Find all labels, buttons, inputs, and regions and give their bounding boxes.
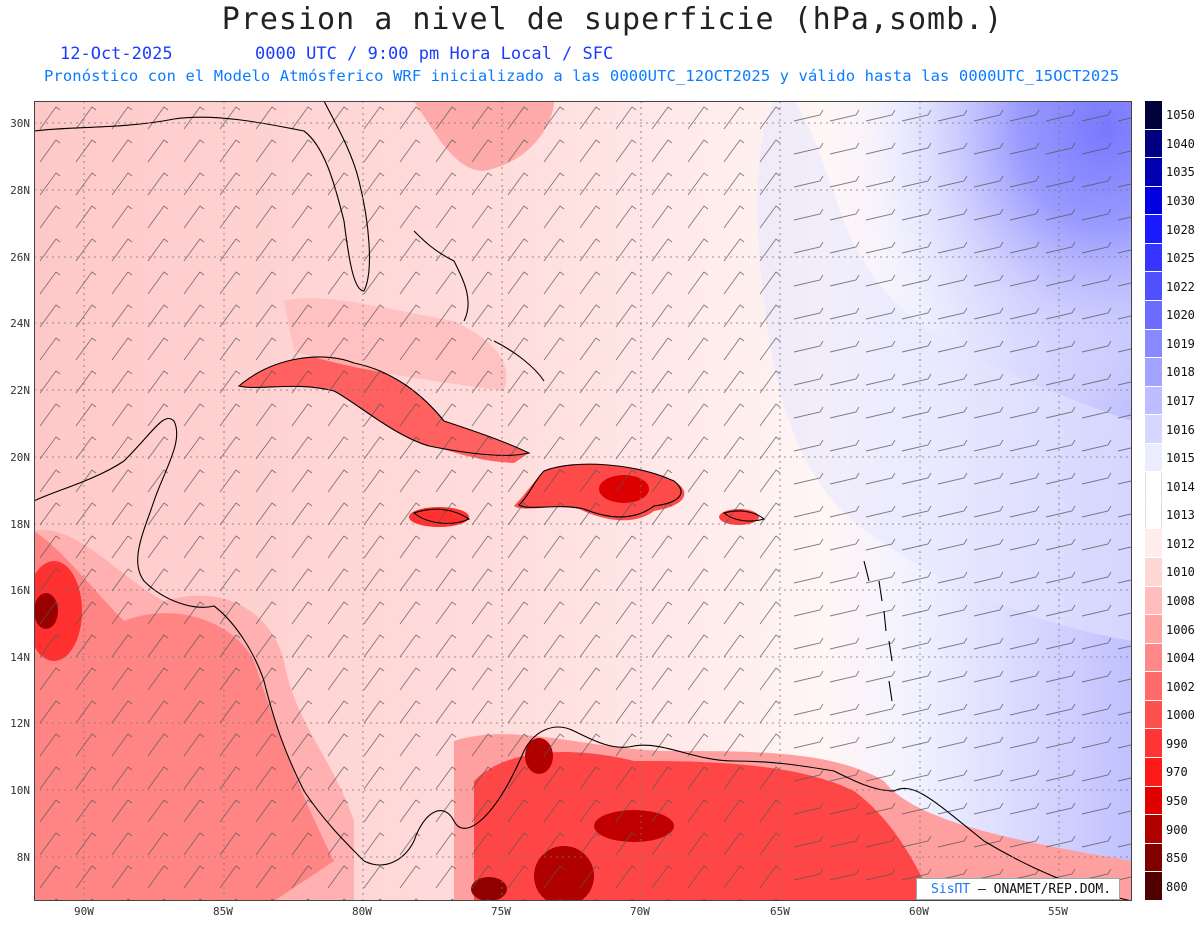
colorbar-cell — [1145, 101, 1162, 130]
colorbar-level-label: 1004 — [1166, 651, 1195, 666]
map-frame — [34, 101, 1132, 901]
colorbar-cell — [1145, 815, 1162, 844]
lon-label: 85W — [213, 905, 233, 918]
lon-label: 90W — [74, 905, 94, 918]
lat-label: 16N — [10, 584, 30, 597]
colorbar-level-label: 990 — [1166, 736, 1188, 751]
colorbar-level-label: 1022 — [1166, 279, 1195, 294]
colorbar-cell — [1145, 872, 1162, 901]
pressure-map — [34, 101, 1132, 901]
colorbar-cell — [1145, 700, 1162, 730]
lat-label: 12N — [10, 717, 30, 730]
credit-box: SisПТ – ONAMET/REP.DOM. — [916, 878, 1120, 900]
colorbar-cell — [1145, 243, 1162, 273]
lat-label: 28N — [10, 184, 30, 197]
colorbar-cell — [1145, 300, 1162, 330]
colorbar-cell — [1145, 186, 1162, 216]
lon-label: 75W — [491, 905, 511, 918]
credit-brand: SisПТ — [931, 882, 971, 897]
colorbar-level-label: 1006 — [1166, 622, 1195, 637]
colorbar-level-label: 970 — [1166, 765, 1188, 780]
forecast-description: Pronóstico con el Modelo Atmósferico WRF… — [44, 67, 1120, 85]
colorbar-level-label: 1030 — [1166, 194, 1195, 208]
colorbar-cell — [1145, 500, 1162, 530]
colorbar-cell — [1145, 558, 1162, 587]
colorbar-level-label: 800 — [1166, 879, 1188, 894]
lon-label: 80W — [352, 905, 372, 918]
colorbar-level-label: 1010 — [1166, 565, 1195, 580]
colorbar-level-label: 1000 — [1166, 708, 1195, 723]
colorbar-cell — [1145, 729, 1162, 758]
colorbar-level-label: 900 — [1166, 822, 1188, 837]
colorbar-cell — [1145, 843, 1162, 873]
lon-label: 70W — [630, 905, 650, 918]
colorbar-level-label: 1008 — [1166, 594, 1195, 608]
colorbar-level-label: 1017 — [1166, 394, 1195, 408]
coastlines — [34, 101, 1132, 901]
colorbar-cell — [1145, 529, 1162, 558]
colorbar-level-label: 1020 — [1166, 308, 1195, 323]
lat-label: 8N — [16, 851, 30, 864]
colorbar-cell — [1145, 472, 1162, 501]
lat-label: 20N — [10, 451, 30, 464]
colorbar-level-label: 1012 — [1166, 536, 1195, 551]
colorbar-level-label: 1013 — [1166, 508, 1195, 523]
wind-barbs-east — [794, 101, 1132, 901]
lat-label: 14N — [10, 651, 30, 664]
forecast-date: 12-Oct-2025 — [60, 44, 173, 64]
utc-time-label: 0000 UTC / 9:00 pm Hora Local / SFC — [255, 44, 614, 64]
lat-label: 18N — [10, 518, 30, 531]
lat-label: 10N — [10, 784, 30, 797]
colorbar-cell — [1145, 386, 1162, 416]
colorbar-cell — [1145, 358, 1162, 387]
map-title: Presion a nivel de superficie (hPa,somb.… — [221, 2, 1004, 37]
lon-label: 55W — [1048, 905, 1068, 918]
colorbar-cell — [1145, 415, 1162, 444]
credit-text: – ONAMET/REP.DOM. — [977, 882, 1112, 897]
colorbar-level-label: 1050 — [1166, 108, 1195, 123]
colorbar-cell — [1145, 786, 1162, 816]
lat-label: 30N — [10, 117, 30, 130]
lon-label: 65W — [770, 905, 790, 918]
lat-label: 24N — [10, 317, 30, 330]
lon-label: 60W — [909, 905, 929, 918]
graticule — [34, 101, 1132, 901]
colorbar-cell — [1145, 215, 1162, 244]
colorbar-cell — [1145, 757, 1162, 787]
colorbar — [1145, 101, 1162, 901]
colorbar-cell — [1145, 643, 1162, 673]
colorbar-level-label: 1015 — [1166, 451, 1195, 466]
colorbar-level-label: 1040 — [1166, 136, 1195, 151]
colorbar-cell — [1145, 672, 1162, 701]
colorbar-cell — [1145, 158, 1162, 187]
colorbar-level-label: 850 — [1166, 851, 1188, 866]
colorbar-level-label: 1019 — [1166, 336, 1195, 351]
valid-time-line: 12-Oct-2025 0000 UTC / 9:00 pm Hora Local… — [60, 44, 613, 64]
colorbar-level-label: 1016 — [1166, 422, 1195, 437]
lat-label: 22N — [10, 384, 30, 397]
colorbar-level-label: 1018 — [1166, 365, 1195, 380]
lat-label: 26N — [10, 251, 30, 264]
colorbar-level-label: 1028 — [1166, 222, 1195, 237]
colorbar-level-label: 1002 — [1166, 679, 1195, 694]
wind-barbs — [34, 101, 794, 901]
colorbar-cell — [1145, 615, 1162, 644]
colorbar-level-label: 1035 — [1166, 165, 1195, 180]
colorbar-level-label: 1025 — [1166, 251, 1195, 266]
colorbar-level-label: 950 — [1166, 794, 1188, 808]
colorbar-cell — [1145, 586, 1162, 616]
colorbar-cell — [1145, 329, 1162, 359]
colorbar-level-label: 1014 — [1166, 479, 1195, 494]
colorbar-cell — [1145, 129, 1162, 159]
colorbar-cell — [1145, 272, 1162, 301]
colorbar-cell — [1145, 443, 1162, 473]
